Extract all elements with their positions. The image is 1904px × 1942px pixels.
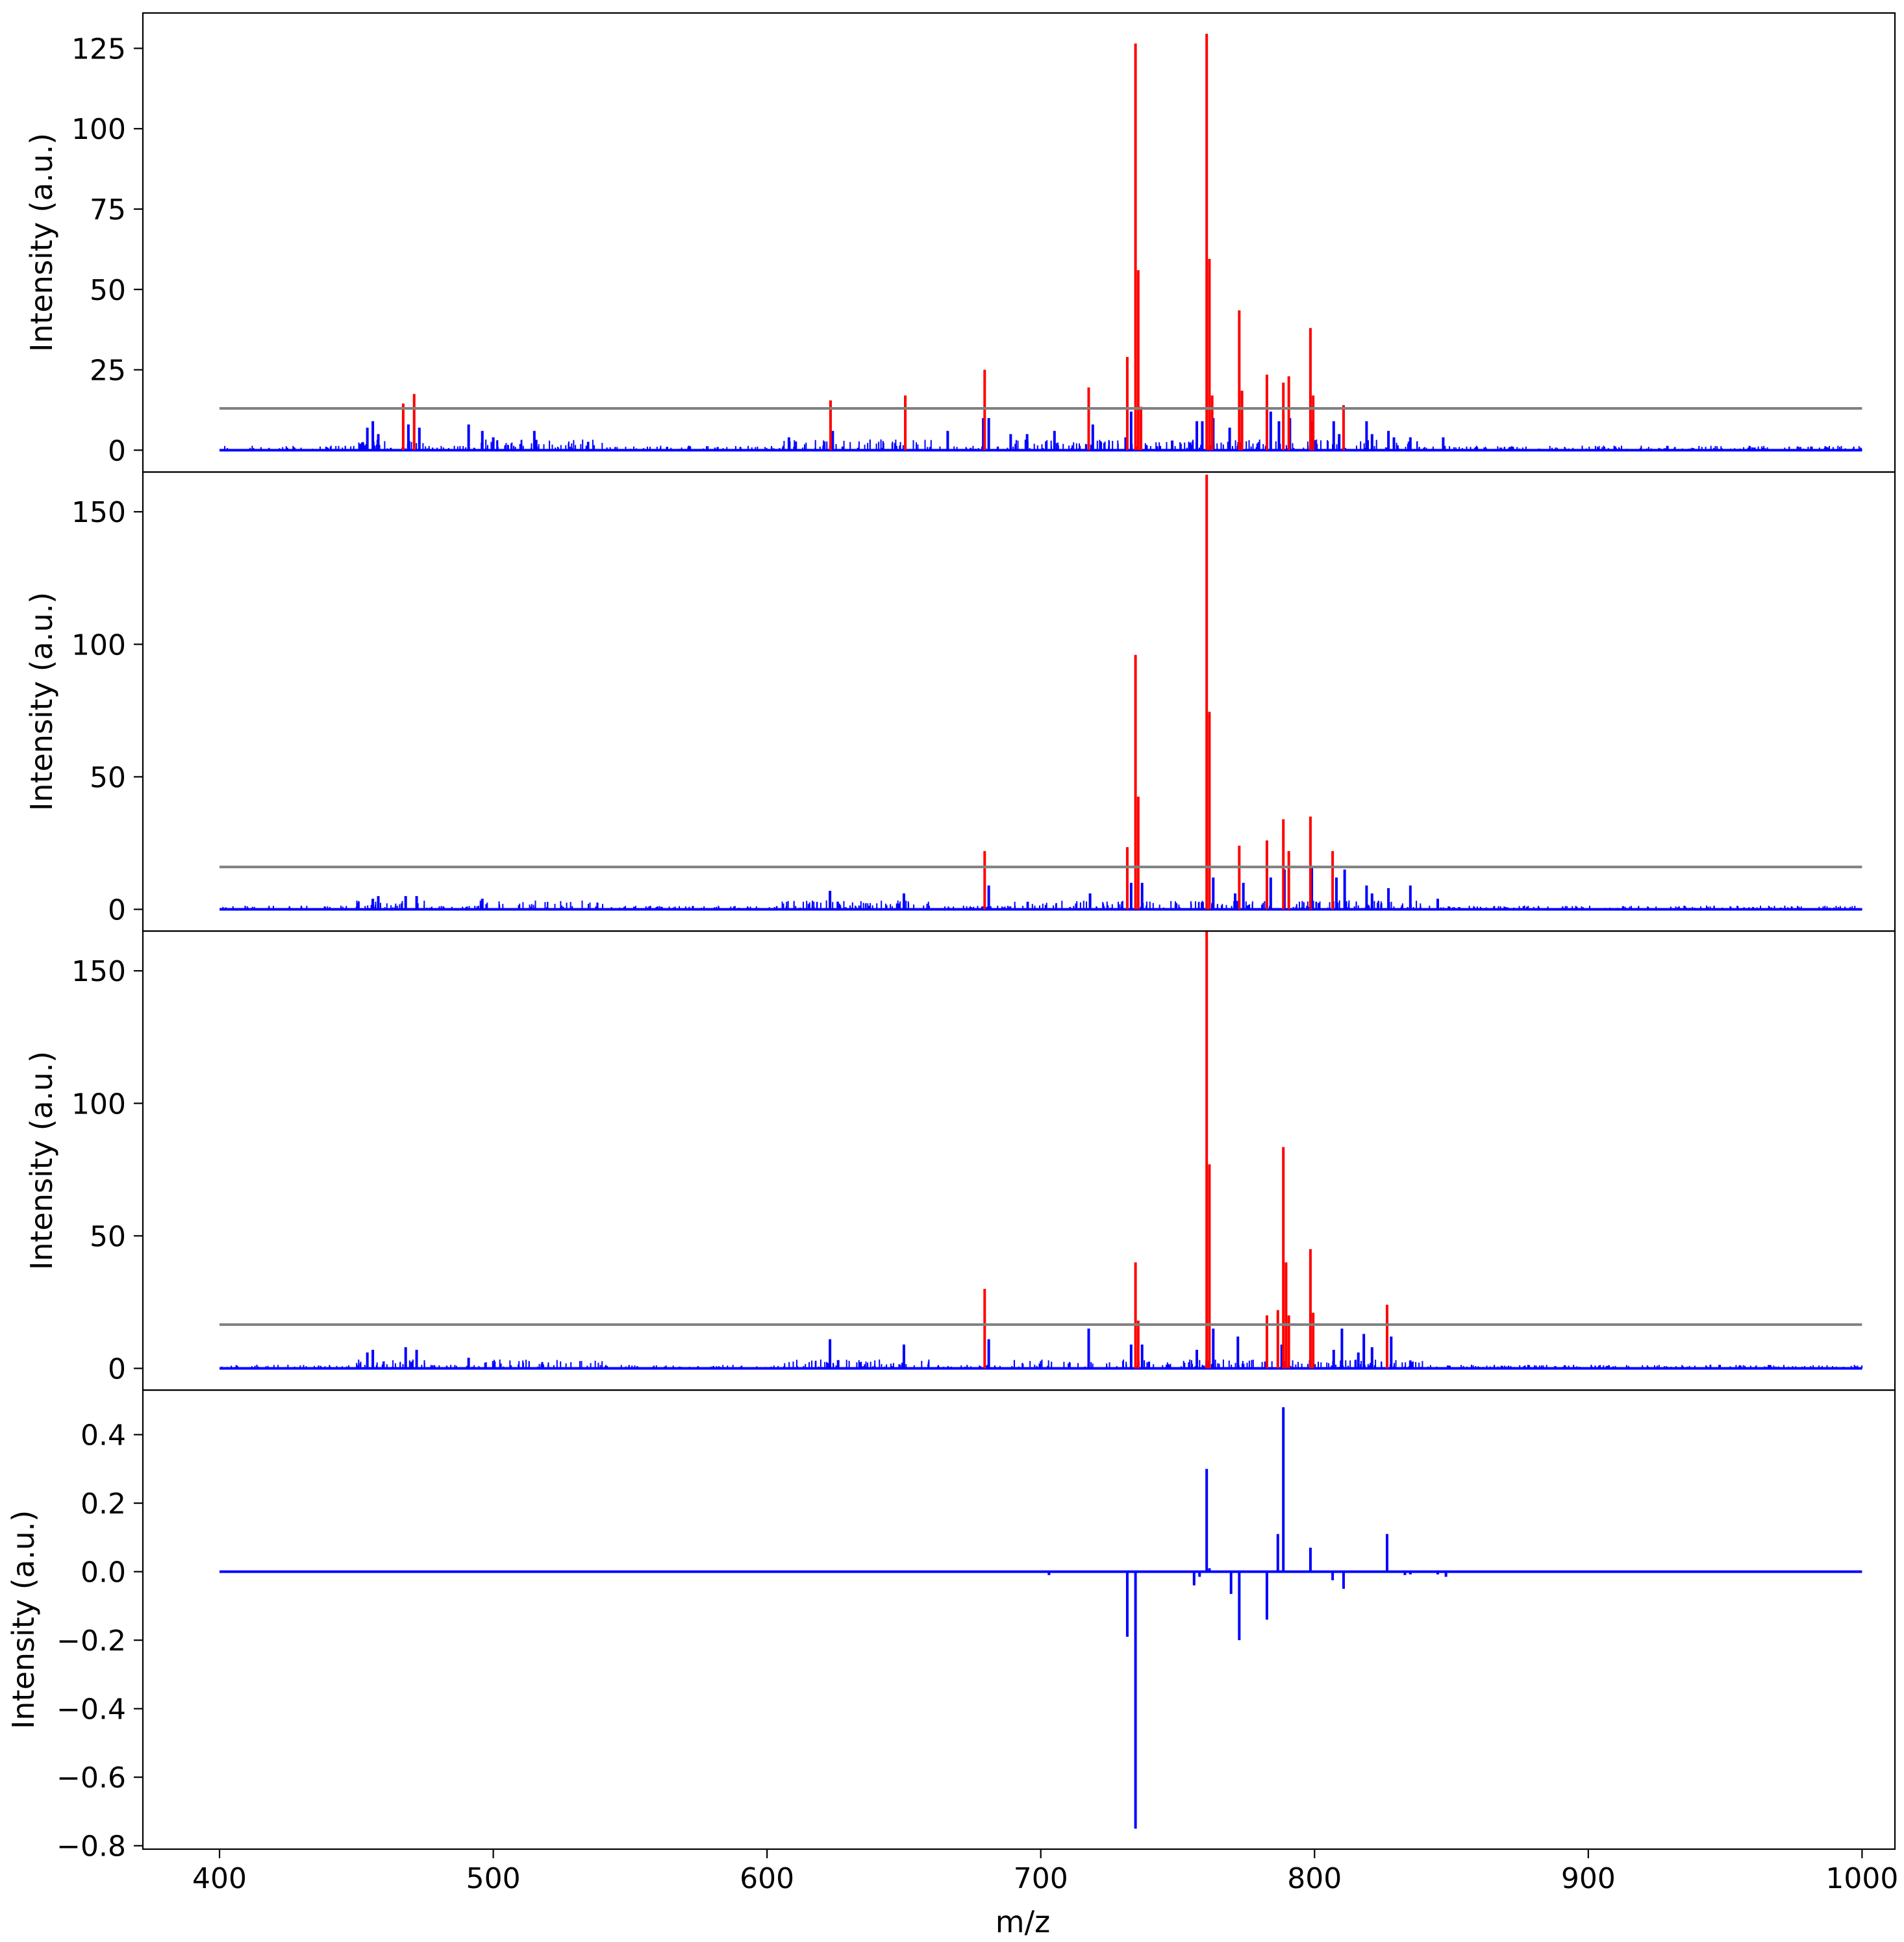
- x-tick-label: 900: [1561, 1862, 1616, 1895]
- x-axis-label: m/z: [996, 1904, 1050, 1939]
- y-tick-label: 0.0: [81, 1556, 126, 1589]
- spectrum-panel-2: 0 50 100 150 Intensity (a.u.): [24, 471, 1896, 932]
- y-tick-label: −0.6: [56, 1761, 126, 1795]
- y-tick-label: 100: [71, 1088, 126, 1121]
- y-tick-label: 0: [108, 1353, 126, 1386]
- panel-frame: [142, 1389, 1896, 1850]
- y-tick-label: 50: [90, 761, 126, 794]
- panel-frame: [142, 12, 1896, 473]
- y-tick-label: 150: [71, 496, 126, 529]
- y-tick-label: −0.8: [56, 1830, 126, 1863]
- y-tick-label: −0.4: [56, 1693, 126, 1726]
- y-axis-label: Intensity (a.u.): [6, 1510, 41, 1729]
- y-axis-label: Intensity (a.u.): [24, 1051, 59, 1270]
- stacked-spectrum-panels: 0 25 50 75 100 125 Intensity (a.u.) 0 50 100 150 In…: [6, 12, 1898, 1895]
- y-axis-label: Intensity (a.u.): [24, 592, 59, 811]
- spectrum-panel-4: 0.4 0.2 0.0 −0.2 −0.4 −0.6 −0.8 Intensity (a.u.…: [6, 1389, 1898, 1895]
- y-tick-label: 50: [90, 1220, 126, 1253]
- y-tick-label: 0.2: [81, 1488, 126, 1521]
- y-tick-label: 0.4: [81, 1419, 126, 1452]
- y-tick-label: 75: [90, 193, 126, 227]
- spectrum-panel-1: 0 25 50 75 100 125 Intensity (a.u.): [24, 12, 1896, 473]
- y-tick-label: 0: [108, 434, 126, 467]
- y-tick-label: 150: [71, 955, 126, 988]
- spectrum-panel-3: 0 50 100 150 Intensity (a.u.): [24, 930, 1896, 1391]
- x-tick-label: 1000: [1825, 1862, 1898, 1895]
- y-tick-label: 125: [71, 32, 126, 66]
- y-tick-label: 25: [90, 355, 126, 388]
- x-tick-label: 600: [740, 1862, 794, 1895]
- y-tick-label: −0.2: [56, 1625, 126, 1658]
- panel-frame: [142, 930, 1896, 1391]
- x-tick-label: 700: [1014, 1862, 1068, 1895]
- y-tick-label: 50: [90, 274, 126, 307]
- x-tick-label: 500: [466, 1862, 521, 1895]
- panel-frame: [142, 471, 1896, 932]
- x-tick-label: 400: [192, 1862, 247, 1895]
- x-tick-label: 800: [1287, 1862, 1342, 1895]
- spectrum-noise: [222, 900, 1863, 910]
- y-tick-label: 100: [71, 113, 126, 146]
- y-tick-label: 0: [108, 894, 126, 927]
- y-tick-label: 100: [71, 629, 126, 662]
- y-axis-label: Intensity (a.u.): [24, 133, 59, 352]
